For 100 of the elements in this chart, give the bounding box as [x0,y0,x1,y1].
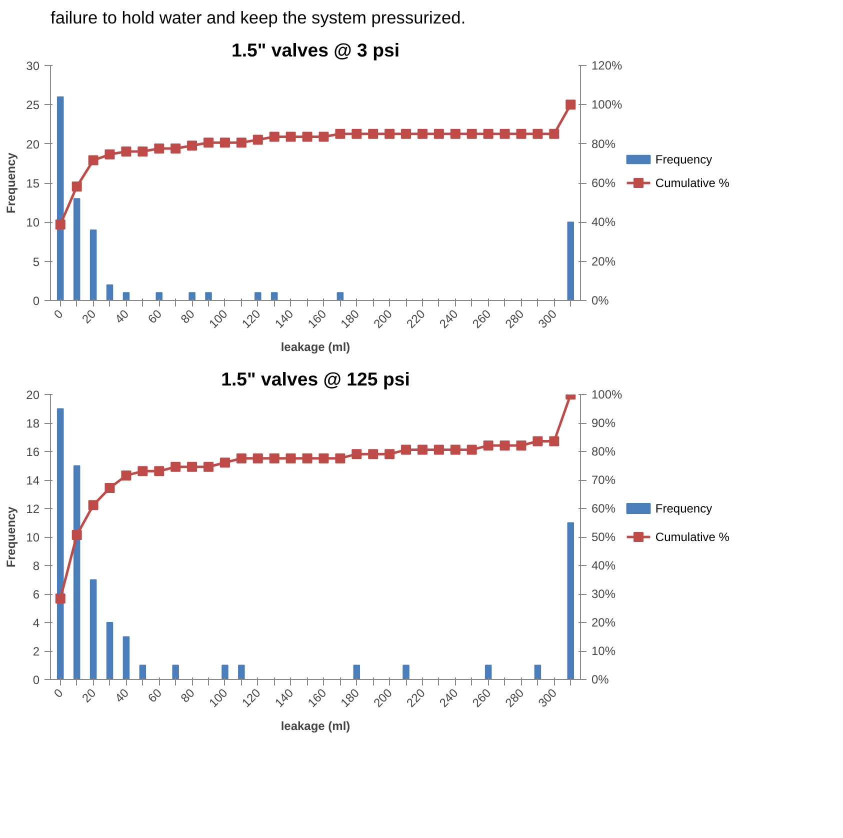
chart-title: 1.5" valves @ 3 psi [231,40,400,60]
point [72,530,82,540]
legend-label: Cumulative % [655,176,730,190]
point [532,128,543,139]
point [401,444,412,455]
y2-tick-label: 60% [592,502,616,516]
bar [90,230,97,300]
y2-tick-label: 0% [592,294,610,308]
bar [270,292,278,300]
y-axis-title: Frequency [4,152,18,214]
x-tick-label: 300 [535,686,560,710]
y-tick-label: 10 [26,530,40,544]
y-tick-label: 14 [26,474,40,488]
bar [567,522,574,680]
y2-tick-label: 70% [592,473,616,487]
point [286,132,296,142]
point [434,128,444,139]
bar [56,96,64,300]
point [549,436,560,446]
x-tick-label: 220 [404,306,428,331]
point [302,132,312,142]
point [401,128,412,139]
x-tick-label: 260 [470,686,494,710]
y-tick-label: 2 [32,644,40,658]
bar [122,292,130,300]
point [121,146,132,156]
point [55,220,66,230]
x-axis-title: leakage (ml) [280,719,350,734]
x-tick-label: 20 [79,306,99,326]
point [170,462,181,472]
bar [106,622,114,680]
x-tick-label: 240 [436,686,461,710]
legend-label: Frequency [655,152,712,166]
bar [336,292,344,300]
bar [188,292,196,300]
point [252,134,263,145]
point [500,128,510,139]
x-tick-label: 40 [112,686,132,706]
chart-title: 1.5" valves @ 125 psi [221,368,410,390]
y2-tick-label: 80% [592,444,616,458]
y2-tick-label: 40% [592,215,616,230]
x-tick-label: 0 [51,306,66,322]
bar [238,664,245,680]
y-tick-label: 12 [26,502,40,516]
y-tick-label: 25 [26,98,40,112]
x-tick-label: 280 [502,306,527,331]
x-tick-label: 80 [178,686,198,706]
y2-tick-label: 120% [592,58,623,72]
x-axis-title: leakage (ml) [280,340,350,354]
point [220,458,230,468]
x-tick-label: 260 [470,306,494,331]
y-tick-label: 15 [26,176,40,190]
x-tick-label: 60 [145,686,165,706]
point [532,436,543,446]
point [318,132,329,142]
x-tick-label: 120 [239,306,264,331]
y-tick-label: 8 [32,559,40,573]
point [434,444,444,455]
point [549,128,560,139]
x-tick-label: 220 [404,686,428,710]
x-tick-label: 200 [370,306,396,331]
point [138,466,148,476]
point [187,140,198,151]
y2-tick-label: 50% [592,530,616,544]
bar [402,664,410,680]
x-tick-label: 160 [304,686,330,710]
y-tick-label: 10 [26,216,40,230]
x-tick-label: 200 [370,686,396,710]
point [88,155,98,166]
bar [106,284,114,300]
point [302,453,312,464]
point [220,138,230,148]
bar [534,664,542,680]
point [286,453,296,464]
point [252,453,263,464]
point [138,146,148,156]
point [170,144,181,154]
bar [90,579,97,680]
x-tick-label: 140 [272,686,296,710]
x-tick-label: 180 [338,686,362,710]
point [516,128,526,139]
point [187,462,198,472]
point [417,128,428,139]
bar [156,292,163,300]
y-tick-label: 20 [26,137,40,152]
bar [254,292,262,300]
point [104,482,115,493]
point [335,453,346,464]
point [269,132,280,142]
legend-label: Cumulative % [655,530,730,544]
point [352,449,362,460]
point [121,470,132,480]
point [88,500,98,510]
bar [353,664,360,680]
point [318,453,329,464]
y-tick-label: 0 [32,673,40,687]
point [269,453,280,464]
y2-tick-label: 40% [592,558,616,572]
point [154,466,164,476]
x-tick-label: 120 [239,686,264,710]
